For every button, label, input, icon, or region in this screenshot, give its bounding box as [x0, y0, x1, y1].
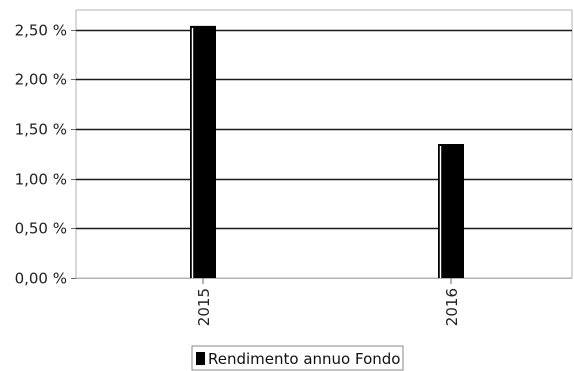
legend-box — [191, 345, 404, 371]
plot-area — [75, 9, 573, 279]
y-tick-label: 0,50 % — [15, 220, 67, 238]
bar-2015 — [190, 25, 216, 278]
y-tick-label: 1,50 % — [15, 121, 67, 139]
legend: Rendimento annuo Fondo — [191, 345, 404, 371]
y-tick-label: 2,00 % — [15, 71, 67, 89]
y-axis-ticks: 0,00 % 0,50 % 1,00 % 1,50 % 2,00 % 2,50 % — [15, 22, 76, 288]
legend-label: Rendimento annuo Fondo — [208, 350, 400, 368]
x-axis-ticks: 2015 2016 — [195, 278, 461, 326]
bar-2016 — [438, 144, 464, 278]
bars — [190, 25, 464, 278]
legend-swatch — [196, 352, 205, 365]
y-tick-label: 1,00 % — [15, 171, 67, 189]
grid-lines — [76, 29, 572, 279]
x-tick-label: 2015 — [195, 288, 213, 326]
y-tick-label: 2,50 % — [15, 22, 67, 40]
x-tick-label: 2016 — [443, 288, 461, 326]
y-tick-label: 0,00 % — [15, 270, 67, 288]
